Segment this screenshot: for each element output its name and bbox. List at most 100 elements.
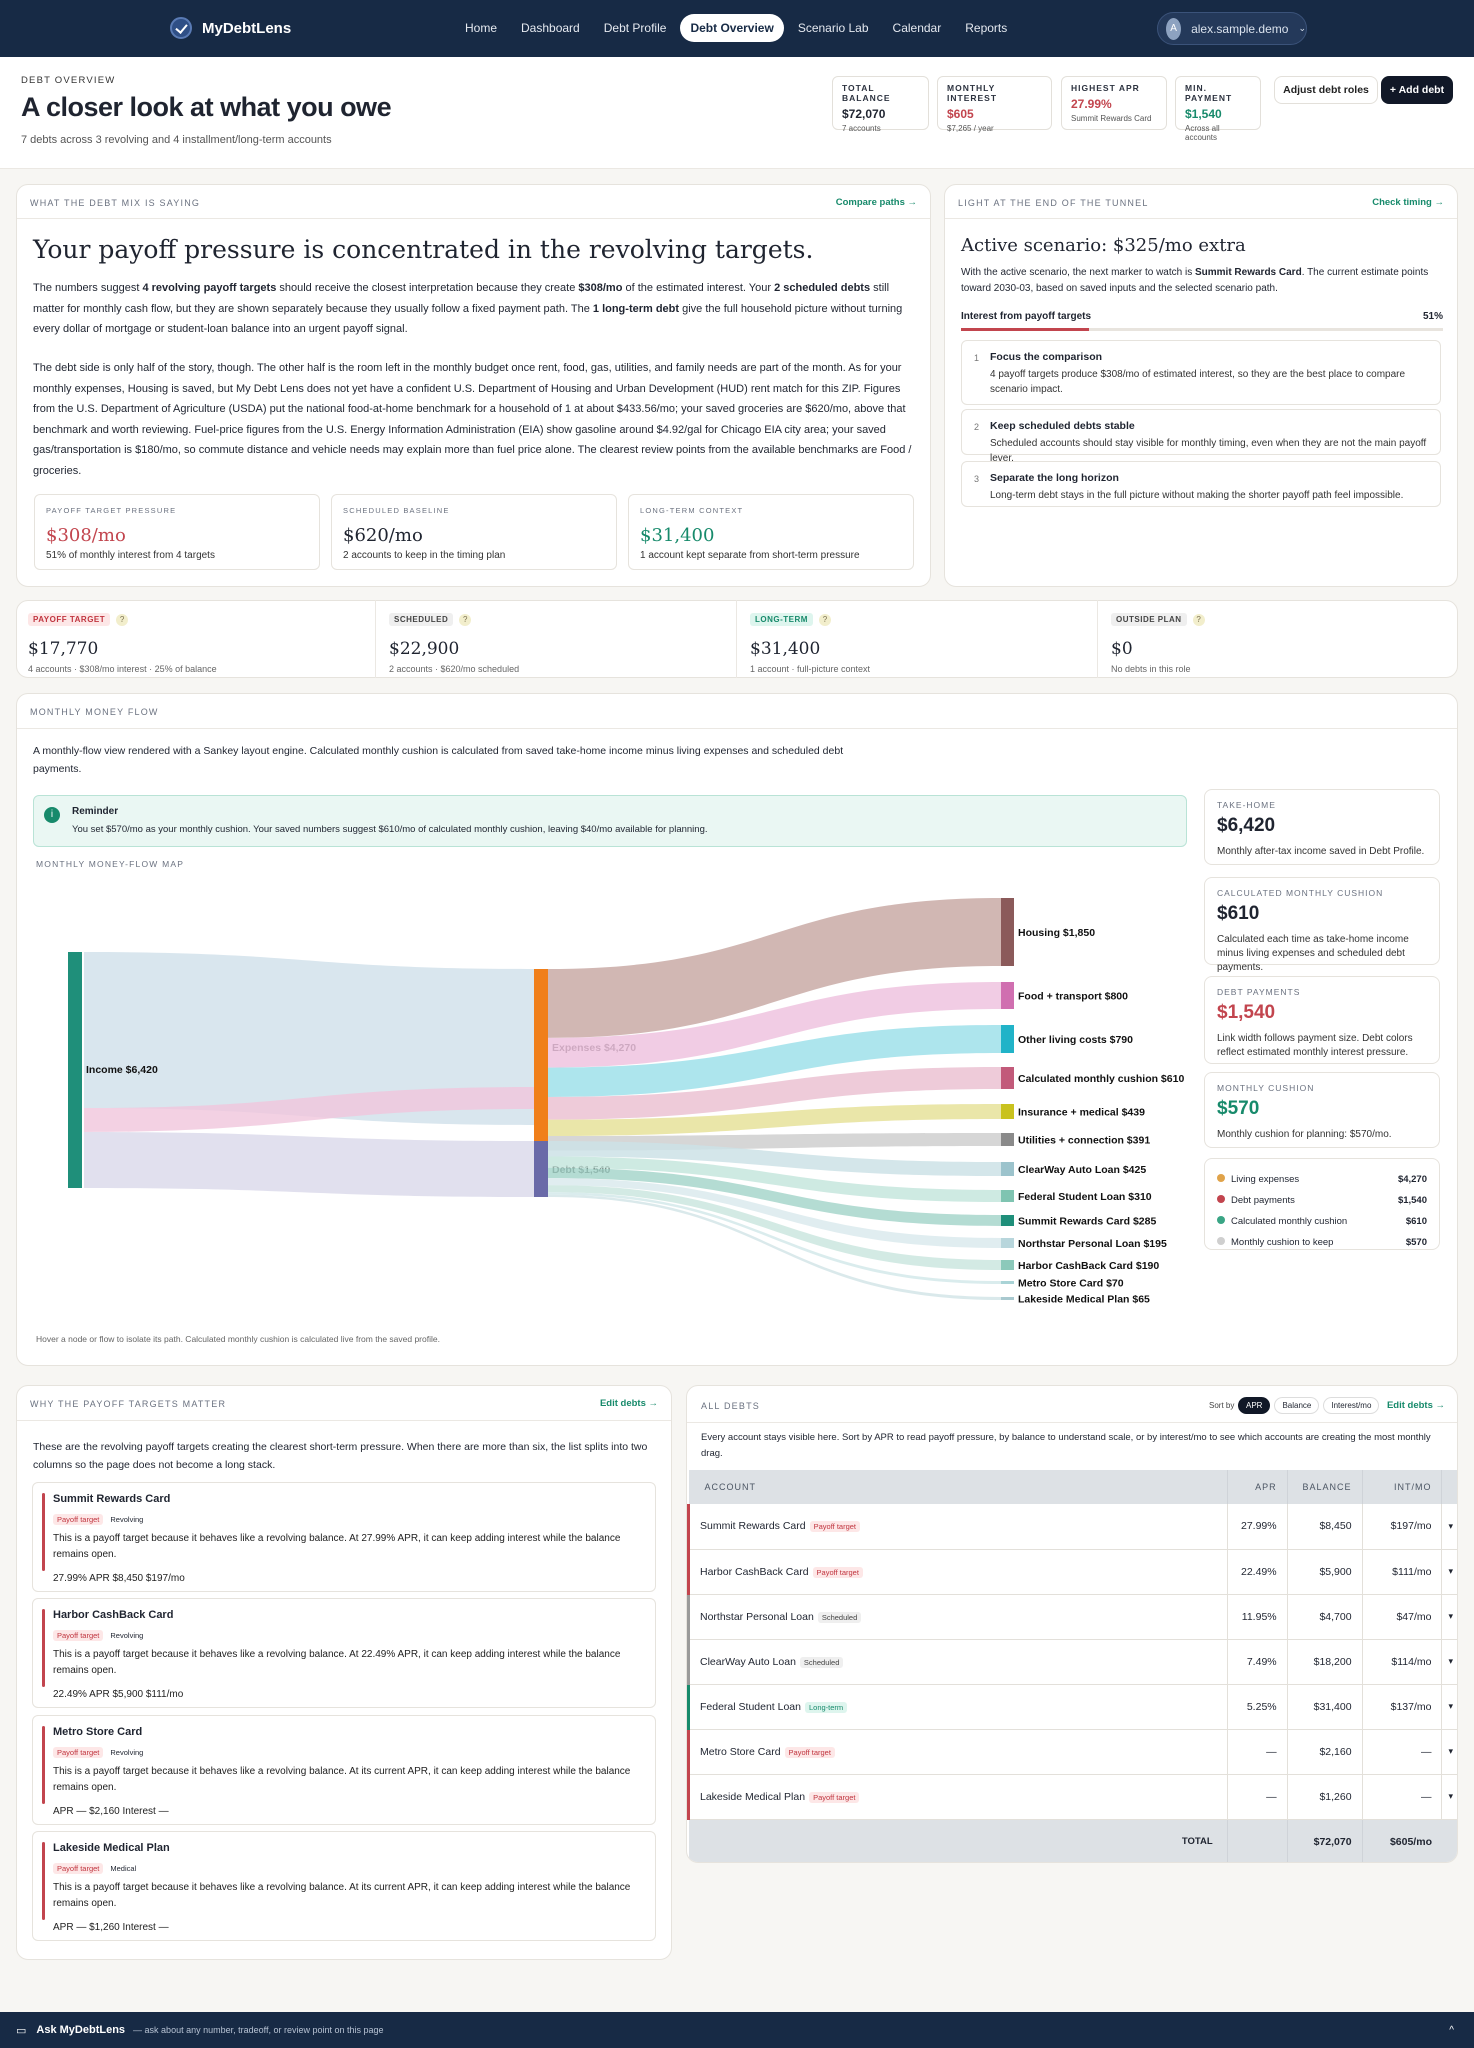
payoff-target-item[interactable]: Metro Store Card Payoff target Revolving Th…: [32, 1715, 656, 1825]
expand-row-icon[interactable]: ▾: [1441, 1594, 1457, 1640]
legend-item: Debt payments $1,540: [1217, 1190, 1427, 1211]
column-header[interactable]: BALANCE: [1286, 1470, 1363, 1504]
all-debts-intro: Every account stays visible here. Sort b…: [701, 1432, 1431, 1459]
ask-bar[interactable]: ▭ Ask MyDebtLens — ask about any number,…: [0, 2012, 1474, 2048]
sankey-flow[interactable]: [548, 1194, 1001, 1300]
sankey-flow[interactable]: [84, 1087, 534, 1132]
sankey-target-node[interactable]: [1001, 1133, 1014, 1146]
sankey-target-node[interactable]: [1001, 1297, 1014, 1300]
table-row[interactable]: Lakeside Medical Plan Payoff target — $1,26…: [687, 1774, 1457, 1820]
sankey-flow[interactable]: [548, 1192, 1001, 1284]
add-debt-button[interactable]: + Add debt: [1381, 76, 1453, 104]
nav-link-scenario-lab[interactable]: Scenario Lab: [797, 21, 869, 35]
sankey-flow[interactable]: [548, 1178, 1001, 1248]
sankey-flow[interactable]: [84, 1132, 534, 1197]
sort-balance[interactable]: Balance: [1274, 1397, 1320, 1414]
sankey-target-node[interactable]: [1001, 982, 1014, 1009]
table-row[interactable]: Summit Rewards Card Payoff target 27.99% $8…: [687, 1504, 1457, 1550]
nav-link-home[interactable]: Home: [465, 21, 498, 35]
sankey-target-node[interactable]: [1001, 1215, 1014, 1226]
adjust-debt-roles-button[interactable]: Adjust debt roles: [1274, 76, 1378, 104]
sankey-target-node[interactable]: [1001, 1104, 1014, 1119]
expand-row-icon[interactable]: ▾: [1441, 1684, 1457, 1730]
target-type: Revolving: [110, 1748, 144, 1757]
column-header[interactable]: APR: [1226, 1470, 1288, 1504]
debt-name: ClearWay Auto Loan: [700, 1655, 796, 1668]
side-desc: Monthly cushion for planning: $570/mo.: [1217, 1129, 1392, 1140]
sort-interest-mo[interactable]: Interest/mo: [1323, 1397, 1380, 1414]
table-row[interactable]: Harbor CashBack Card Payoff target 22.49% $…: [687, 1549, 1457, 1595]
nav-link-dashboard[interactable]: Dashboard: [521, 21, 580, 35]
sankey-flow[interactable]: [548, 1167, 1001, 1226]
sankey-target-node[interactable]: [1001, 1067, 1014, 1089]
table-row[interactable]: ClearWay Auto Loan Scheduled 7.49% $18,200 $…: [687, 1639, 1457, 1685]
check-timing-link[interactable]: Check timing →: [1372, 197, 1444, 208]
sankey-target-node[interactable]: [1001, 1260, 1014, 1270]
stat-highest-apr: HIGHEST APR 27.99% Summit Rewards Card: [1061, 76, 1167, 130]
table-row[interactable]: Northstar Personal Loan Scheduled 11.95% $4…: [687, 1594, 1457, 1640]
column-header[interactable]: INT/MO: [1361, 1470, 1442, 1504]
sankey-flow[interactable]: [548, 1185, 1001, 1270]
edit-debts-link-2[interactable]: Edit debts →: [1386, 1400, 1445, 1411]
role-outside-plan: OUTSIDE PLAN? $0 No debts in this role: [1099, 600, 1459, 678]
expenses-node[interactable]: [534, 969, 548, 1150]
payoff-target-item[interactable]: Summit Rewards Card Payoff target Revolvin…: [32, 1482, 656, 1592]
legend-value: $610: [1405, 1216, 1427, 1227]
target-meta: 27.99% APR $8,450 $197/mo: [53, 1573, 185, 1584]
expand-row-icon[interactable]: ▾: [1441, 1639, 1457, 1685]
sort-apr[interactable]: APR: [1238, 1397, 1271, 1414]
debt-node[interactable]: [534, 1141, 548, 1197]
table-row[interactable]: Metro Store Card Payoff target — $2,160— ▾: [687, 1729, 1457, 1775]
sankey-label: ClearWay Auto Loan $425: [1018, 1164, 1146, 1176]
sankey-target-node[interactable]: [1001, 898, 1014, 966]
help-icon[interactable]: ?: [1192, 614, 1205, 626]
sankey-flow[interactable]: [548, 1104, 1001, 1136]
nav-link-reports[interactable]: Reports: [965, 21, 1008, 35]
expand-row-icon[interactable]: ▾: [1441, 1504, 1457, 1550]
help-icon[interactable]: ?: [818, 614, 831, 626]
sankey-flow[interactable]: [548, 982, 1001, 1068]
debt-bal: $1,260: [1286, 1774, 1363, 1820]
sankey-target-node[interactable]: [1001, 1162, 1014, 1176]
sankey-flow[interactable]: [548, 898, 1001, 1038]
nav-link-debt-profile[interactable]: Debt Profile: [603, 21, 667, 35]
payoff-target-item[interactable]: Lakeside Medical Plan Payoff target Medica…: [32, 1831, 656, 1941]
sankey-flow[interactable]: [84, 952, 534, 1125]
sankey-label: Metro Store Card $70: [1018, 1278, 1124, 1290]
help-icon[interactable]: ?: [459, 614, 472, 626]
user-name: alex.sample.demo: [1191, 21, 1289, 36]
payoff-target-item[interactable]: Harbor CashBack Card Payoff target Revolvi…: [32, 1598, 656, 1708]
column-header[interactable]: ACCOUNT: [704, 1482, 756, 1492]
debt-name: Harbor CashBack Card: [700, 1565, 809, 1578]
legend-dot: [1217, 1174, 1225, 1182]
help-icon[interactable]: ?: [116, 614, 129, 626]
sankey-flow[interactable]: [548, 1156, 1001, 1202]
debt-name: Summit Rewards Card: [700, 1520, 806, 1533]
sankey-flow[interactable]: [548, 1025, 1001, 1097]
edit-debts-link[interactable]: Edit debts →: [599, 1398, 658, 1409]
expand-row-icon[interactable]: ▾: [1441, 1729, 1457, 1775]
expand-row-icon[interactable]: ▾: [1441, 1774, 1457, 1820]
scenario-step: 2 Keep scheduled debts stable Scheduled ac…: [961, 409, 1441, 464]
sankey-target-node[interactable]: [1001, 1190, 1014, 1202]
brand[interactable]: MyDebtLens: [170, 17, 291, 39]
sankey-target-node[interactable]: [1001, 1281, 1014, 1284]
compare-paths-link[interactable]: Compare paths →: [835, 197, 917, 208]
sankey-flow[interactable]: [548, 1141, 1001, 1176]
chevron-up-icon[interactable]: ^: [1449, 2024, 1454, 2036]
sankey-flow[interactable]: [548, 1067, 1001, 1120]
sankey-label: Calculated monthly cushion $610: [1018, 1073, 1184, 1085]
debt-bal: $31,400: [1286, 1684, 1363, 1730]
stat-sub: $7,265 / year: [947, 124, 994, 133]
sankey-target-node[interactable]: [1001, 1025, 1014, 1053]
target-desc: This is a payoff target because it behav…: [53, 1766, 631, 1793]
sankey-target-node[interactable]: [1001, 1238, 1014, 1248]
expand-row-icon[interactable]: ▾: [1441, 1549, 1457, 1595]
table-row[interactable]: Federal Student Loan Long-term 5.25% $31,40…: [687, 1684, 1457, 1730]
income-node[interactable]: [68, 952, 82, 1188]
nav-link-debt-overview[interactable]: Debt Overview: [680, 14, 784, 42]
nav-link-calendar[interactable]: Calendar: [892, 21, 942, 35]
legend-label: Calculated monthly cushion: [1231, 1216, 1348, 1227]
side-label: MONTHLY CUSHION: [1217, 1083, 1315, 1093]
